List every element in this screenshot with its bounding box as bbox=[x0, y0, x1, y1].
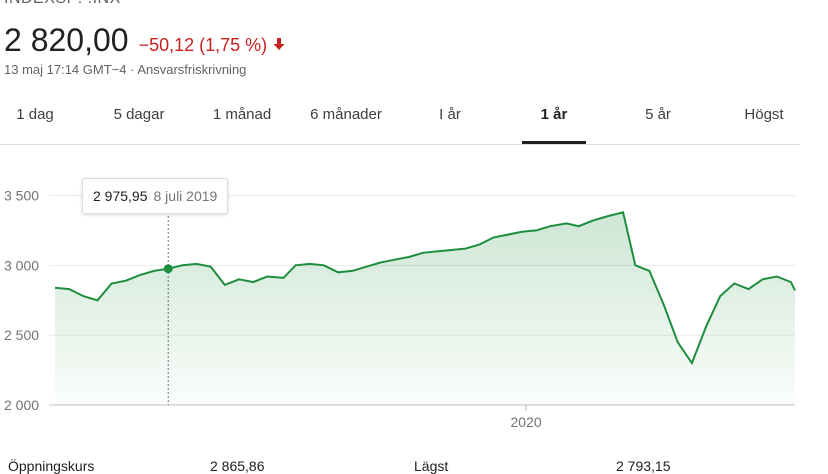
tab-1-manad[interactable]: 1 månad bbox=[212, 106, 272, 123]
stat-open-label: Öppningskurs bbox=[8, 458, 95, 474]
tab-i-ar[interactable]: I år bbox=[439, 106, 461, 123]
stat-low-value: 2 793,15 bbox=[616, 458, 671, 474]
price-row: 2 820,00 −50,12 (1,75 %) bbox=[4, 22, 285, 59]
hover-point bbox=[163, 264, 173, 274]
y-tick-label: 3 000 bbox=[4, 257, 39, 273]
active-tab-indicator bbox=[522, 141, 586, 144]
x-tick-label: 2020 bbox=[511, 414, 542, 430]
tooltip-value: 2 975,95 bbox=[93, 188, 148, 204]
stat-low-label: Lägst bbox=[414, 458, 449, 474]
price-area bbox=[55, 212, 795, 405]
y-axis: 2 000 2 500 3 000 3 500 bbox=[4, 188, 39, 414]
current-price: 2 820,00 bbox=[4, 22, 129, 58]
stat-open-value: 2 865,86 bbox=[210, 458, 265, 474]
y-tick-label: 3 500 bbox=[4, 188, 39, 204]
x-axis: 2020 bbox=[511, 405, 542, 430]
price-line bbox=[54, 211, 796, 366]
tab-1-dag[interactable]: 1 dag bbox=[16, 106, 54, 123]
range-tabs: 1 dag 5 dagar 1 månad 6 månader I år 1 å… bbox=[0, 96, 800, 145]
ticker-label: INDEXSP: .INX bbox=[4, 0, 121, 8]
tooltip-date: 8 juli 2019 bbox=[153, 188, 218, 204]
timestamp-disclaimer[interactable]: 13 maj 17:14 GMT−4 · Ansvarsfriskrivning bbox=[4, 62, 247, 77]
tab-hogst[interactable]: Högst bbox=[744, 106, 784, 123]
tab-6-manader[interactable]: 6 månader bbox=[310, 106, 382, 123]
price-chart[interactable]: 2 000 2 500 3 000 3 500 2020 bbox=[0, 150, 828, 450]
y-tick-label: 2 500 bbox=[4, 327, 39, 343]
price-change: −50,12 (1,75 %) bbox=[138, 35, 268, 55]
y-tick-label: 2 000 bbox=[4, 397, 39, 413]
arrow-down-icon bbox=[273, 38, 285, 50]
tab-5-dagar[interactable]: 5 dagar bbox=[113, 106, 165, 123]
tab-5-ar[interactable]: 5 år bbox=[645, 106, 671, 123]
tab-1-ar[interactable]: 1 år bbox=[540, 106, 568, 123]
chart-tooltip: 2 975,95 8 juli 2019 bbox=[82, 178, 229, 214]
